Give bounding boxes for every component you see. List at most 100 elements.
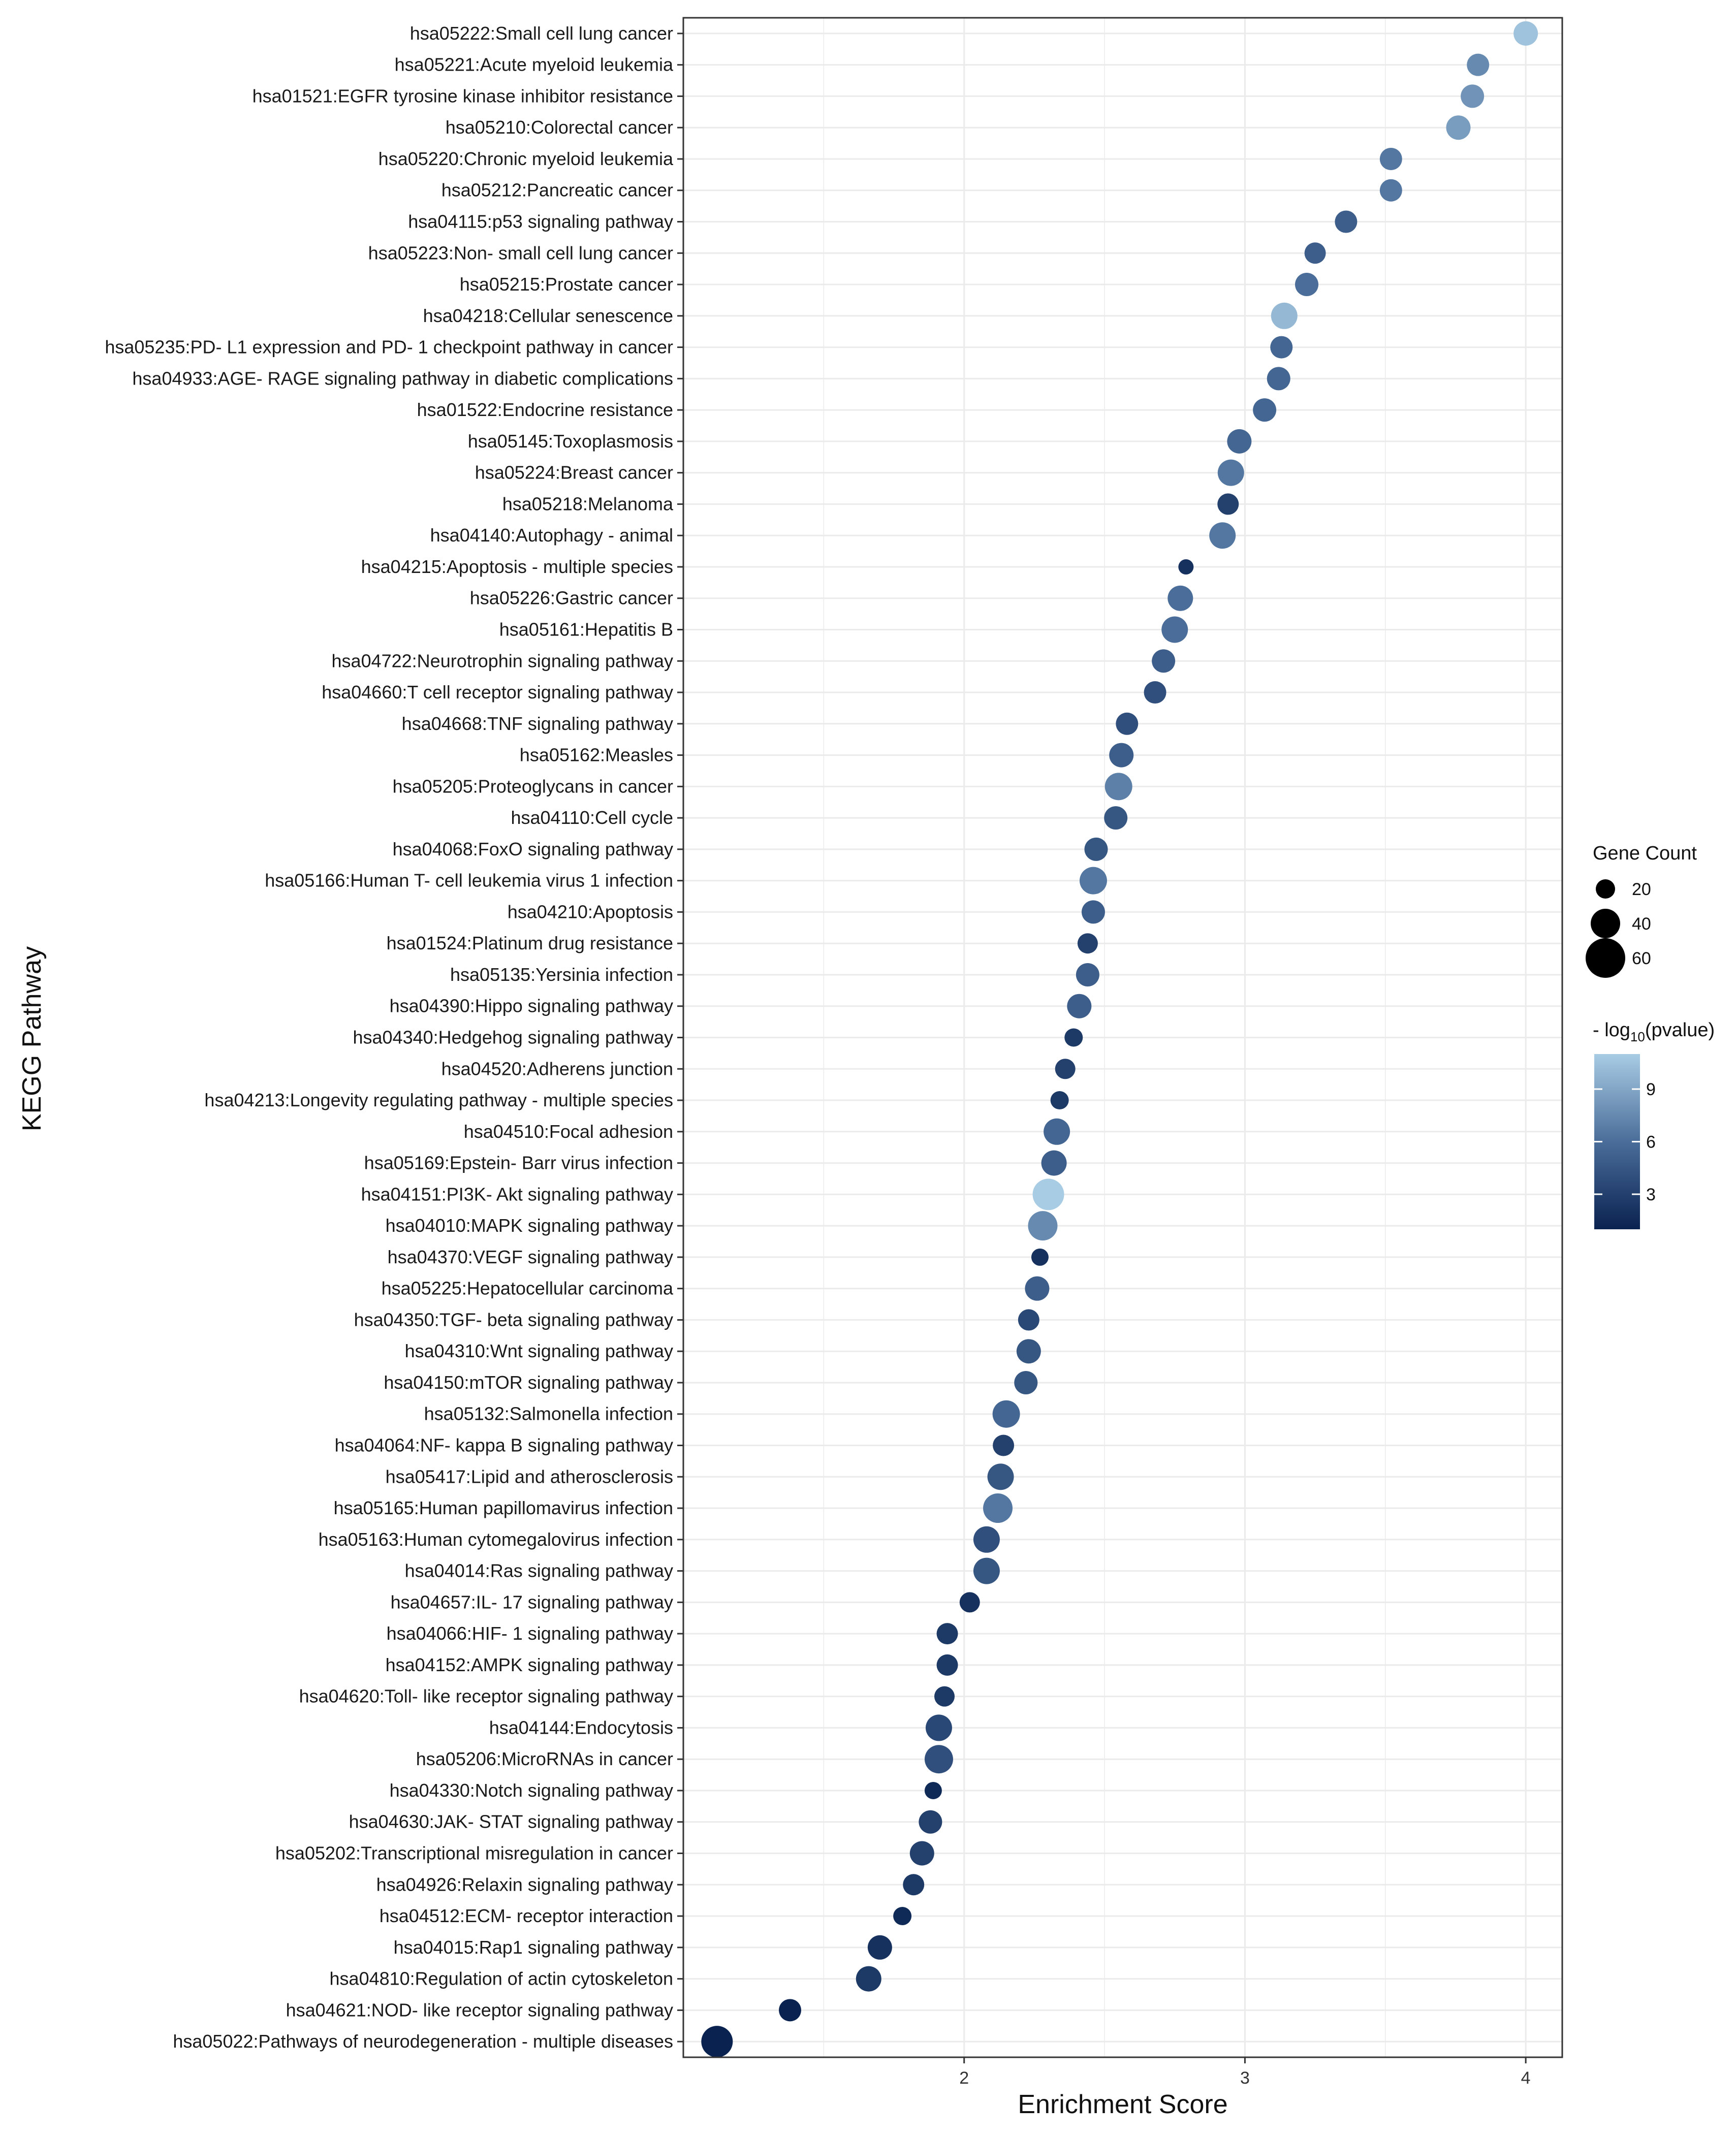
pathway-label: hsa05202:Transcriptional misregulation i…	[275, 1843, 673, 1864]
x-axis-title: Enrichment Score	[1018, 2090, 1227, 2119]
pathway-dot	[1144, 681, 1166, 704]
pathway-dot	[1044, 1118, 1070, 1145]
pathway-label: hsa04330:Notch signaling pathway	[390, 1780, 673, 1801]
pathway-label: hsa04213:Longevity regulating pathway - …	[204, 1090, 673, 1110]
pathway-dot	[1050, 1091, 1069, 1110]
pathway-dot	[1028, 1211, 1058, 1241]
pathway-dot	[1379, 179, 1402, 202]
pathway-labels: hsa05222:Small cell lung cancer hsa05221:…	[105, 23, 683, 2052]
pathway-dot	[1018, 1309, 1039, 1331]
pathway-label: hsa04668:TNF signaling pathway	[402, 713, 673, 734]
pathway-label: hsa04140:Autophagy - animal	[430, 525, 673, 546]
pathway-dot	[1295, 273, 1319, 297]
size-legend-dot	[1591, 909, 1620, 938]
color-legend-title-suffix: (pvalue)	[1645, 1019, 1715, 1041]
pathway-dot	[779, 1999, 802, 2022]
size-legend-title: Gene Count	[1593, 843, 1697, 864]
pathway-label: hsa04926:Relaxin signaling pathway	[376, 1874, 673, 1895]
pathway-label: hsa04722:Neurotrophin signaling pathway	[332, 650, 673, 671]
pathway-dot	[909, 1841, 934, 1866]
dot-layer	[701, 21, 1538, 2058]
pathway-label: hsa04520:Adherens junction	[441, 1058, 673, 1079]
pathway-label: hsa04370:VEGF signaling pathway	[388, 1247, 673, 1267]
pathway-dot	[1379, 147, 1402, 170]
pathway-label: hsa05135:Yersinia infection	[450, 964, 673, 985]
color-legend-title: - log10(pvalue)	[1593, 1019, 1715, 1044]
pathway-dot	[903, 1874, 925, 1896]
pathway-label: hsa01524:Platinum drug resistance	[387, 933, 673, 953]
pathway-label: hsa05417:Lipid and atherosclerosis	[386, 1466, 673, 1487]
tick-layer: 2 3 4	[959, 2057, 1531, 2088]
pathway-dot	[1025, 1276, 1050, 1301]
pathway-dot	[1270, 336, 1293, 359]
colorbar-tick-label: 6	[1646, 1133, 1656, 1152]
color-legend: - log10(pvalue) 3 6 9	[1593, 1019, 1715, 1229]
colorbar-tick-label: 9	[1646, 1080, 1656, 1099]
pathway-dot	[1513, 21, 1538, 46]
pathway-dot	[924, 1781, 942, 1799]
pathway-label: hsa04150:mTOR signaling pathway	[384, 1372, 673, 1393]
pathway-dot	[1461, 84, 1485, 108]
pathway-label: hsa01521:EGFR tyrosine kinase inhibitor …	[252, 85, 673, 106]
pathway-label: hsa05163:Human cytomegalovirus infection	[319, 1529, 673, 1550]
pathway-dot	[919, 1810, 942, 1834]
pathway-dot	[856, 1966, 881, 1992]
pathway-dot	[1041, 1150, 1067, 1176]
pathway-label: hsa05161:Hepatitis B	[499, 619, 673, 640]
pathway-label: hsa04210:Apoptosis	[508, 901, 673, 922]
pathway-dot	[934, 1686, 955, 1707]
size-legend-dot	[1586, 938, 1625, 978]
pathway-dot	[973, 1526, 1000, 1553]
pathway-label: hsa05235:PD- L1 expression and PD- 1 che…	[105, 337, 673, 358]
pathway-label: hsa04630:JAK- STAT signaling pathway	[349, 1811, 673, 1832]
pathway-label: hsa04066:HIF- 1 signaling pathway	[387, 1623, 673, 1644]
pathway-label: hsa05205:Proteoglycans in cancer	[393, 776, 673, 796]
pathway-label: hsa04512:ECM- receptor interaction	[380, 1905, 673, 1926]
pathway-label: hsa04010:MAPK signaling pathway	[386, 1215, 673, 1236]
pathway-dot	[1076, 963, 1099, 986]
pathway-label: hsa05221:Acute myeloid leukemia	[395, 54, 674, 75]
pathway-dot	[1067, 994, 1092, 1018]
pathway-dot	[1253, 398, 1277, 422]
pathway-label: hsa05220:Chronic myeloid leukemia	[378, 148, 674, 169]
pathway-label: hsa05169:Epstein- Barr virus infection	[364, 1153, 673, 1173]
pathway-label: hsa05222:Small cell lung cancer	[410, 23, 673, 44]
pathway-label: hsa05022:Pathways of neurodegeneration -…	[173, 2031, 673, 2052]
pathway-label: hsa04014:Ras signaling pathway	[405, 1560, 673, 1581]
pathway-dot	[1217, 493, 1239, 515]
pathway-dot	[1167, 585, 1193, 611]
pathway-dot	[925, 1714, 952, 1741]
pathway-dot	[1032, 1178, 1064, 1210]
pathway-dot	[1084, 837, 1108, 861]
x-tick-label: 4	[1521, 2068, 1531, 2088]
pathway-label: hsa04933:AGE- RAGE signaling pathway in …	[132, 368, 673, 389]
pathway-dot	[987, 1463, 1014, 1490]
grid-layer	[683, 18, 1562, 2057]
pathway-dot	[1304, 242, 1326, 264]
y-axis-title: KEGG Pathway	[17, 946, 47, 1131]
pathway-dot	[924, 1745, 953, 1774]
pathway-dot	[936, 1654, 958, 1676]
color-legend-title-subscript: 10	[1630, 1029, 1645, 1044]
pathway-dot	[1077, 933, 1098, 954]
pathway-label: hsa04151:PI3K- Akt signaling pathway	[361, 1184, 673, 1204]
pathway-label: hsa04068:FoxO signaling pathway	[393, 839, 673, 859]
pathway-dot	[959, 1592, 980, 1613]
pathway-dot	[1079, 867, 1107, 895]
x-tick-label: 3	[1240, 2068, 1250, 2088]
pathway-dot	[993, 1434, 1015, 1456]
size-legend-dot	[1596, 879, 1615, 899]
pathway-dot	[1209, 522, 1236, 549]
pathway-label: hsa04015:Rap1 signaling pathway	[394, 1937, 673, 1958]
pathway-dot	[1014, 1370, 1038, 1394]
size-legend-label: 60	[1632, 949, 1651, 968]
pathway-label: hsa05225:Hepatocellular carcinoma	[382, 1278, 674, 1299]
pathway-label: hsa05215:Prostate cancer	[460, 274, 673, 295]
pathway-dot	[1161, 616, 1188, 643]
pathway-dot	[1335, 210, 1358, 233]
pathway-dot	[983, 1493, 1013, 1523]
pathway-dot	[1467, 53, 1490, 76]
pathway-dot	[1446, 115, 1471, 140]
pathway-label: hsa04660:T cell receptor signaling pathw…	[322, 682, 673, 703]
